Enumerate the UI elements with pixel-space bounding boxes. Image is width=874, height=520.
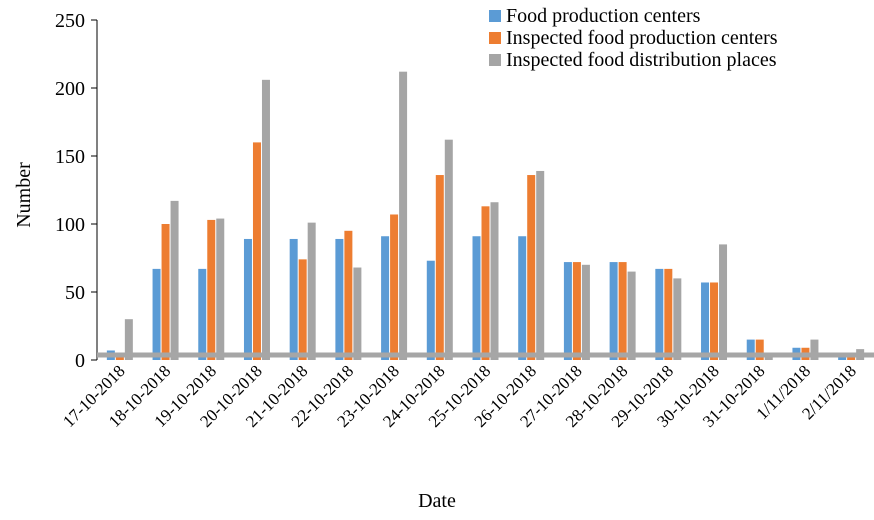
bar [581,264,590,360]
bar [252,142,261,360]
x-axis: 17-10-201818-10-201819-10-201820-10-2018… [59,352,874,431]
bar [353,267,362,360]
bar [572,262,581,360]
y-tick-label: 250 [55,10,85,32]
bar [161,224,170,360]
bar [344,230,353,360]
bar [198,268,207,360]
bar [261,79,270,360]
legend-label: Inspected food production centers [506,27,778,49]
bar [755,339,764,360]
bar [152,268,161,360]
bar [563,262,572,360]
y-axis-label: Number [13,162,35,228]
x-axis-label: Date [418,490,456,512]
legend-swatch [489,10,501,22]
plot-area [106,71,865,361]
y-axis: 0 50 100 150 200 250 [55,10,98,372]
bar [664,268,673,360]
bar [701,282,710,360]
bar [618,262,627,360]
bar [298,259,307,360]
bar [435,175,444,360]
bar [335,238,344,360]
bar [536,170,545,360]
bar [527,175,536,360]
legend-swatch [489,54,501,66]
bar [124,319,133,360]
bar [426,260,435,360]
bar [627,271,636,360]
y-tick-label: 50 [65,282,85,304]
legend-label: Inspected food distribution places [506,49,777,71]
bar [289,238,298,360]
bar [216,218,225,360]
bar [390,214,399,360]
bar [170,200,179,360]
bar [719,244,728,360]
bar [518,236,527,360]
bar [810,339,819,360]
bar [710,282,719,360]
legend-swatch [489,32,501,44]
bar [444,139,453,360]
bar [307,222,316,360]
bar [673,278,682,360]
y-tick-label: 100 [55,214,85,236]
bar [207,219,216,360]
y-tick-label: 150 [55,146,85,168]
bar [481,206,490,360]
bar [746,339,755,360]
bar [472,236,481,360]
legend-label: Food production centers [506,5,701,27]
y-tick-label: 200 [55,78,85,100]
bar [490,202,499,360]
bar [609,262,618,360]
y-tick-label: 0 [75,350,85,372]
bar [381,236,390,360]
bar [399,71,408,361]
bar [655,268,664,360]
bar [243,238,252,360]
